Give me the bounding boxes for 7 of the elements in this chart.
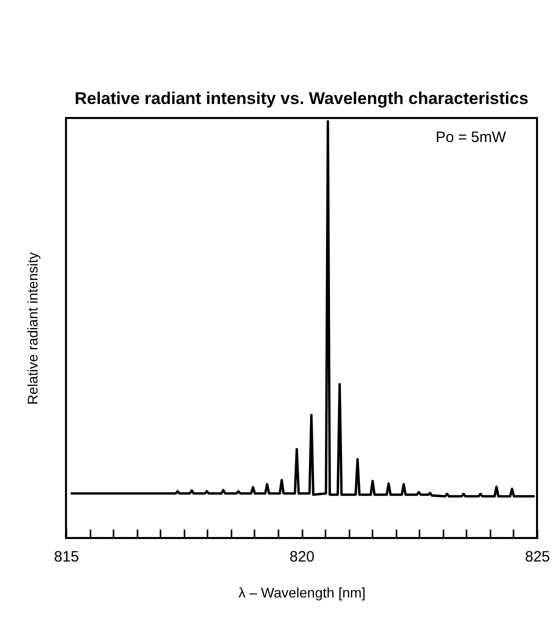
x-tick-label: 825 xyxy=(524,548,550,566)
chart-title: Relative radiant intensity vs. Wavelength characteristics xyxy=(74,89,528,108)
x-axis-title: λ – Wavelength [nm] xyxy=(238,584,366,600)
y-axis-title: Relative radiant intensity xyxy=(24,252,40,405)
x-tick-label: 820 xyxy=(289,548,315,566)
annotation: Po = 5mW xyxy=(436,129,507,146)
x-tick-label: 815 xyxy=(54,548,80,566)
